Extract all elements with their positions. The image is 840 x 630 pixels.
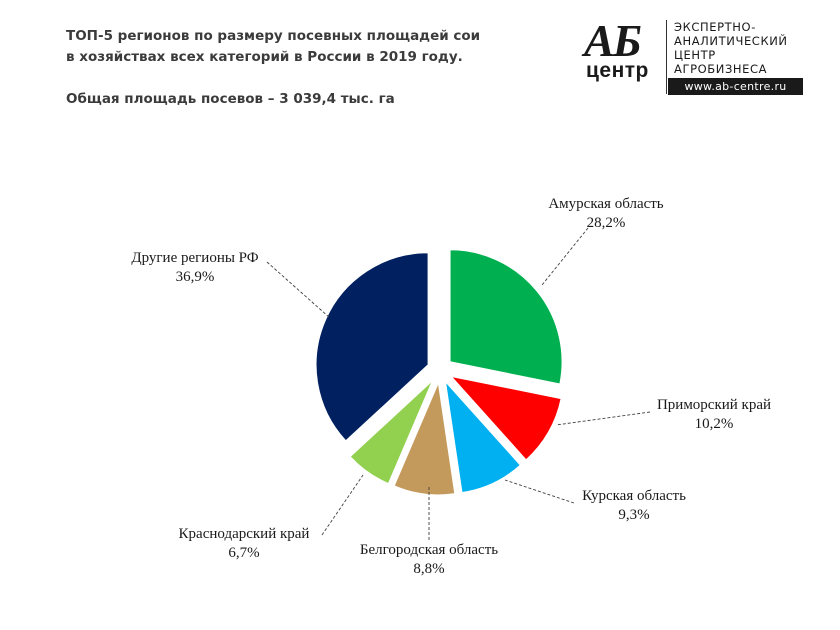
slice-value-label: 8,8% [413, 561, 444, 577]
leader-line [266, 261, 331, 319]
logo-text-line: ЭКСПЕРТНО- [674, 20, 756, 34]
logo-sub: центр [586, 59, 649, 82]
logo-text-line: АГРОБИЗНЕСА [674, 62, 768, 76]
slice-label: Амурская область [548, 196, 663, 212]
leader-line [555, 411, 651, 426]
pie-slice [449, 375, 562, 461]
pie-slice [349, 380, 433, 485]
pie-slice [444, 380, 522, 494]
logo-divider [666, 20, 667, 94]
slice-label: Курская область [582, 488, 686, 504]
title-line-1: ТОП-5 регионов по размеру посевных площа… [66, 28, 481, 44]
chart-title: ТОП-5 регионов по размеру посевных площа… [66, 26, 480, 110]
leader-line [541, 227, 589, 286]
slice-label: Белгородская область [360, 542, 498, 558]
pie-slice [449, 249, 563, 385]
slice-value-label: 28,2% [587, 215, 626, 231]
title-line-2: в хозяйствах всех категорий в России в 2… [66, 49, 463, 65]
logo-mark: АБ [584, 15, 642, 66]
slice-value-label: 10,2% [695, 416, 734, 432]
logo-text: ЭКСПЕРТНО- АНАЛИТИЧЕСКИЙ ЦЕНТР АГРОБИЗНЕ… [674, 20, 788, 76]
title-total-area: Общая площадь посевов – 3 039,4 тыс. га [66, 91, 395, 107]
slice-value-label: 36,9% [176, 269, 215, 285]
leader-line [504, 479, 575, 504]
logo-url: www.ab-centre.ru [668, 78, 803, 95]
pie-slice [315, 252, 429, 442]
logo-text-line: ЦЕНТР [674, 48, 716, 62]
slice-value-label: 9,3% [618, 507, 649, 523]
pie-slice [393, 381, 456, 496]
slice-label: Краснодарский край [179, 526, 310, 542]
logo-text-line: АНАЛИТИЧЕСКИЙ [674, 34, 788, 48]
slice-label: Другие регионы РФ [131, 250, 258, 266]
slice-value-label: 6,7% [228, 545, 259, 561]
ab-centre-logo: АБ центр ЭКСПЕРТНО- АНАЛИТИЧЕСКИЙ ЦЕНТР … [582, 18, 807, 98]
leader-line [321, 474, 364, 536]
slice-label: Приморский край [657, 397, 771, 413]
